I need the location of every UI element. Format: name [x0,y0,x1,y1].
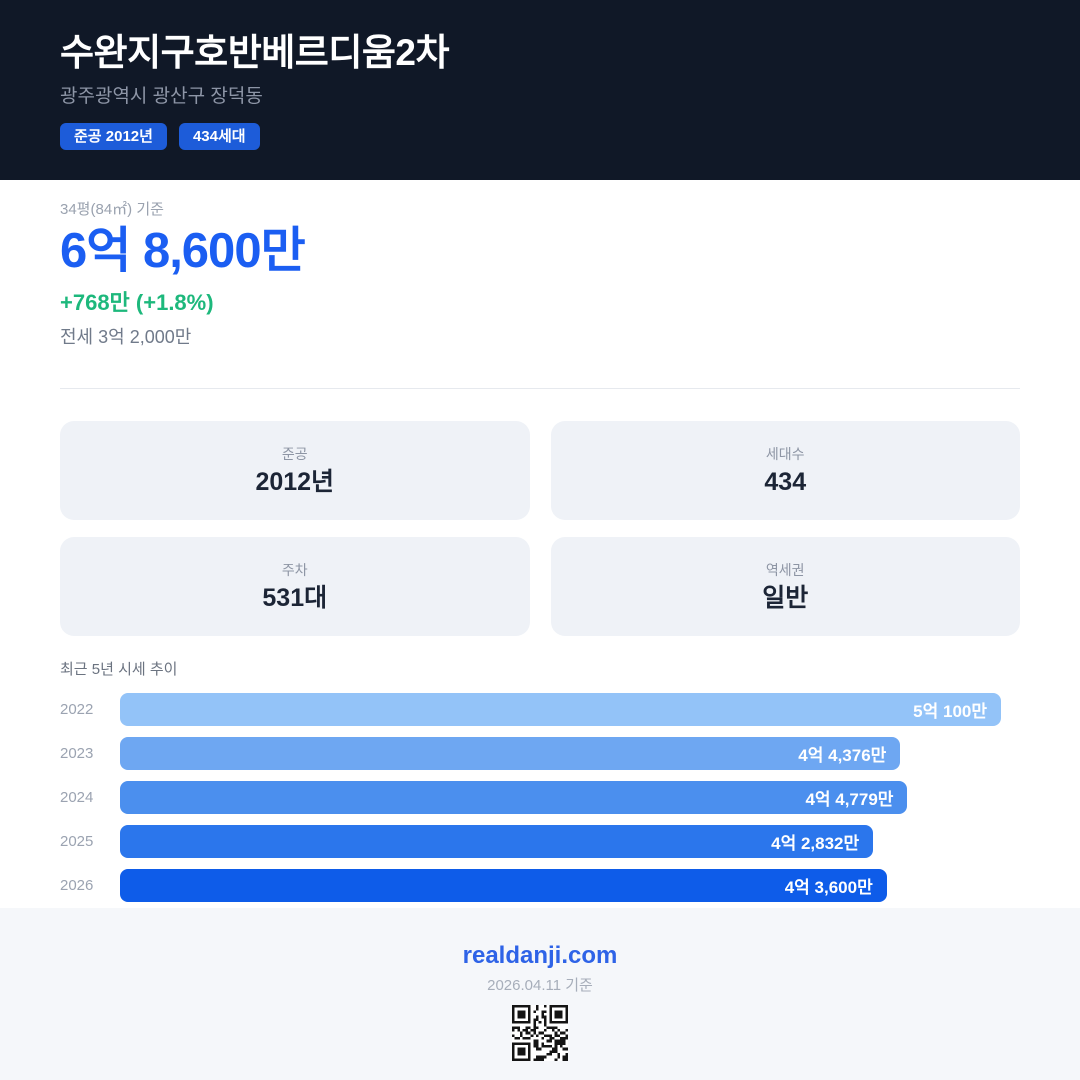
badge-completion-year: 준공 2012년 [60,123,167,150]
card-value: 531대 [262,583,328,612]
current-price: 6억 8,600만 [60,224,306,278]
chart-bar-value-label: 4억 4,376만 [798,746,887,765]
chart-bar-value-label: 4억 2,832만 [771,834,860,853]
price-history-chart: 최근 5년 시세 추이 2022 5억 100만 2023 4억 4,376만 2024… [60,662,1020,902]
chart-bar-track: 4억 4,779만 [120,781,1001,814]
chart-rows: 2022 5억 100만 2023 4억 4,376만 2024 4억 4,779만 202… [60,693,1020,902]
info-card-parking: 주차 531대 [60,537,530,636]
info-card-completion: 준공 2012년 [60,421,530,520]
chart-bar: 4억 3,600만 [120,869,887,902]
card-label: 주차 [281,561,308,578]
chart-bar-track: 4억 4,376만 [120,737,1001,770]
complex-address: 광주광역시 광산구 장덕동 [60,86,263,107]
site-link[interactable]: realdanji.com [462,942,618,969]
data-date: 2026.04.11 기준 [487,977,593,994]
chart-bar: 5억 100만 [120,693,1001,726]
chart-year-label: 2024 [60,789,94,806]
chart-bar-track: 4억 2,832만 [120,825,1001,858]
chart-bar-track: 5억 100만 [120,693,1001,726]
chart-year-label: 2026 [60,877,94,894]
card-value: 434 [764,467,807,496]
card-value: 2012년 [255,467,335,496]
chart-bar: 4억 4,376만 [120,737,901,770]
chart-bar-track: 4억 3,600만 [120,869,1001,902]
chart-bar: 4억 2,832만 [120,825,874,858]
info-card-station: 역세권 일반 [550,537,1020,636]
jeonse-price: 전세 3억 2,000만 [60,327,192,347]
info-card-grid: 준공 2012년 세대수 434 주차 531대 역세권 일반 [60,421,1020,636]
chart-bar: 4억 4,779만 [120,781,908,814]
chart-bar-value-label: 4억 4,779만 [805,790,894,809]
badge-household-count: 434세대 [178,123,260,150]
complex-title: 수완지구호반베르디움2차 [60,32,450,73]
chart-year-label: 2025 [60,833,94,850]
qr-code-icon [512,1005,568,1061]
header: 수완지구호반베르디움2차 광주광역시 광산구 장덕동 준공 2012년 434세… [0,0,1080,180]
card-label: 역세권 [765,561,805,578]
price-basis-label: 34평(84㎡) 기준 [60,201,164,218]
chart-year-label: 2022 [60,701,94,718]
chart-row-2024: 2024 4억 4,779만 [60,781,1020,814]
card-label: 세대수 [765,445,805,462]
card-label: 준공 [281,445,308,462]
chart-title: 최근 5년 시세 추이 [60,661,178,678]
section-divider [60,388,1020,389]
badge-row: 준공 2012년 434세대 [60,123,1020,150]
price-change: +768만 (+1.8%) [60,290,214,315]
chart-row-2025: 2025 4억 2,832만 [60,825,1020,858]
chart-year-label: 2023 [60,745,94,762]
chart-row-2026: 2026 4억 3,600만 [60,869,1020,902]
chart-bar-value-label: 5억 100만 [913,702,987,721]
footer: realdanji.com 2026.04.11 기준 [0,908,1080,1080]
chart-row-2022: 2022 5억 100만 [60,693,1020,726]
chart-row-2023: 2023 4억 4,376만 [60,737,1020,770]
main-content: 34평(84㎡) 기준 6억 8,600만 +768만 (+1.8%) 전세 3… [0,180,1080,908]
card-value: 일반 [762,583,809,612]
info-card-households: 세대수 434 [550,421,1020,520]
chart-bar-value-label: 4억 3,600만 [784,878,873,897]
